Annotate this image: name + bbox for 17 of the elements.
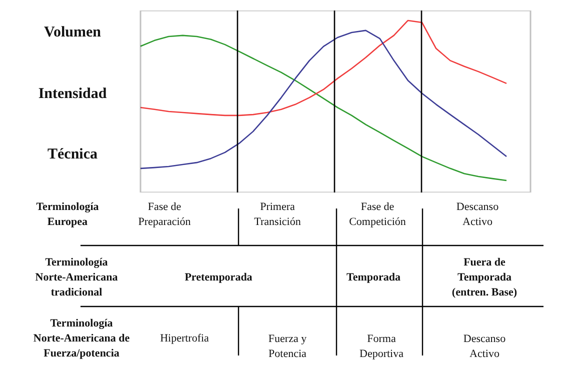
text: Hipertrofia xyxy=(160,332,210,344)
text: Descanso Activo xyxy=(463,333,506,360)
text: Intensidad xyxy=(38,86,108,102)
text: Fase de Preparación xyxy=(138,201,192,228)
text: Terminología Norte-Americana tradicional xyxy=(35,256,118,298)
text: Temporada xyxy=(346,272,401,284)
text: Primera Transición xyxy=(254,201,302,228)
text: Forma Deportiva xyxy=(360,333,404,360)
text: Terminología Europea xyxy=(36,201,100,228)
text: Descanso Activo xyxy=(456,201,500,228)
text: Terminología Norte-Americana de Fuerza/potencia xyxy=(33,318,130,360)
text: Pretemporada xyxy=(184,272,253,284)
text: Volumen xyxy=(44,24,102,41)
text: Fuera de Temporada (entren. Base) xyxy=(452,256,518,298)
text: Técnica xyxy=(48,146,98,163)
text: Fase de Competición xyxy=(349,201,406,228)
text: Fuerza y Potencia xyxy=(268,333,308,360)
